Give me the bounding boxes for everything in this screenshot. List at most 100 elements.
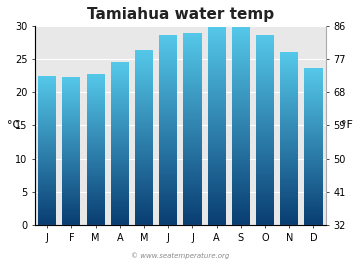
- Bar: [159, 114, 177, 115]
- Bar: [86, 128, 105, 129]
- Bar: [256, 114, 274, 115]
- Bar: [280, 193, 298, 194]
- Bar: [135, 153, 153, 154]
- Bar: [159, 202, 177, 203]
- Bar: [183, 207, 202, 208]
- Bar: [62, 96, 81, 97]
- Bar: [305, 189, 323, 190]
- Bar: [159, 73, 177, 74]
- Bar: [62, 127, 81, 128]
- Bar: [135, 148, 153, 149]
- Bar: [208, 165, 226, 166]
- Title: Tamiahua water temp: Tamiahua water temp: [87, 7, 274, 22]
- Bar: [38, 139, 56, 140]
- Bar: [232, 78, 250, 79]
- Bar: [280, 130, 298, 131]
- Bar: [232, 104, 250, 105]
- Bar: [305, 96, 323, 97]
- Bar: [208, 176, 226, 177]
- Bar: [111, 101, 129, 102]
- Bar: [62, 98, 81, 99]
- Bar: [38, 173, 56, 174]
- Bar: [183, 182, 202, 183]
- Bar: [232, 145, 250, 146]
- Bar: [183, 44, 202, 45]
- Bar: [159, 93, 177, 94]
- Bar: [256, 99, 274, 100]
- Bar: [62, 207, 81, 208]
- Bar: [183, 183, 202, 184]
- Bar: [62, 215, 81, 216]
- Bar: [232, 98, 250, 99]
- Bar: [86, 130, 105, 131]
- Bar: [86, 171, 105, 172]
- Bar: [111, 65, 129, 66]
- Bar: [86, 160, 105, 161]
- Bar: [256, 37, 274, 38]
- Bar: [86, 148, 105, 149]
- Bar: [135, 104, 153, 105]
- Bar: [208, 44, 226, 45]
- Bar: [208, 182, 226, 183]
- Bar: [232, 34, 250, 35]
- Bar: [280, 126, 298, 127]
- Bar: [256, 170, 274, 171]
- Bar: [256, 162, 274, 163]
- Bar: [256, 56, 274, 57]
- Bar: [62, 169, 81, 170]
- Bar: [159, 214, 177, 216]
- Bar: [62, 220, 81, 221]
- Bar: [159, 79, 177, 80]
- Bar: [111, 124, 129, 125]
- Bar: [305, 126, 323, 127]
- Bar: [111, 120, 129, 121]
- Bar: [111, 64, 129, 65]
- Bar: [232, 101, 250, 102]
- Bar: [183, 202, 202, 203]
- Bar: [183, 170, 202, 171]
- Bar: [135, 192, 153, 193]
- Bar: [232, 47, 250, 48]
- Bar: [256, 202, 274, 203]
- Bar: [256, 138, 274, 139]
- Bar: [62, 93, 81, 94]
- Bar: [135, 66, 153, 67]
- Bar: [232, 54, 250, 55]
- Bar: [38, 213, 56, 214]
- Bar: [208, 104, 226, 105]
- Bar: [86, 155, 105, 156]
- Bar: [232, 122, 250, 123]
- Bar: [111, 168, 129, 169]
- Bar: [256, 108, 274, 109]
- Bar: [62, 181, 81, 182]
- Bar: [111, 134, 129, 135]
- Bar: [38, 170, 56, 171]
- Bar: [111, 103, 129, 104]
- Bar: [86, 84, 105, 85]
- Bar: [135, 142, 153, 143]
- Bar: [38, 114, 56, 115]
- Bar: [305, 182, 323, 183]
- Bar: [232, 167, 250, 168]
- Bar: [159, 207, 177, 208]
- Bar: [62, 185, 81, 186]
- Bar: [232, 159, 250, 160]
- Bar: [280, 161, 298, 162]
- Bar: [183, 211, 202, 212]
- Bar: [256, 86, 274, 87]
- Bar: [135, 97, 153, 98]
- Bar: [183, 168, 202, 169]
- Bar: [305, 192, 323, 193]
- Bar: [135, 117, 153, 118]
- Bar: [256, 123, 274, 124]
- Bar: [38, 112, 56, 113]
- Bar: [159, 106, 177, 107]
- Bar: [111, 174, 129, 175]
- Bar: [232, 130, 250, 131]
- Bar: [86, 201, 105, 202]
- Bar: [232, 92, 250, 93]
- Bar: [38, 153, 56, 154]
- Bar: [183, 79, 202, 80]
- Bar: [159, 104, 177, 105]
- Bar: [232, 82, 250, 83]
